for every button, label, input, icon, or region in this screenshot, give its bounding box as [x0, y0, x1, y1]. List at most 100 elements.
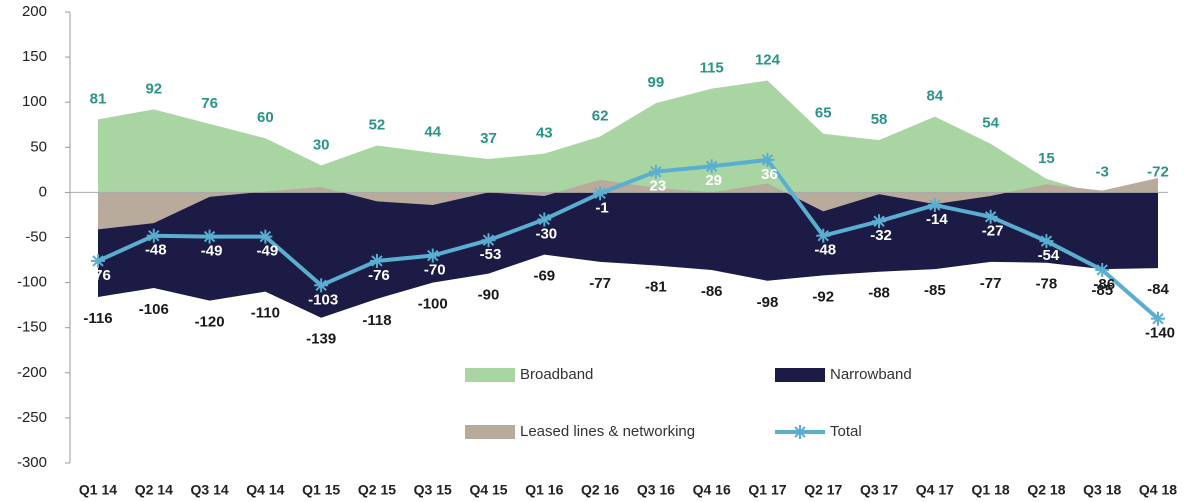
total-label: -32: [870, 227, 892, 244]
x-tick-label: Q4 14: [246, 482, 284, 498]
total-marker: [258, 229, 273, 244]
total-label: -14: [926, 211, 948, 228]
total-marker: [593, 186, 608, 201]
marker-stroke: [482, 234, 495, 246]
broadband-label: 15: [1038, 150, 1055, 167]
narrowband-label: -84: [1147, 281, 1169, 298]
narrowband-label: -106: [139, 301, 169, 318]
total-label: -30: [535, 225, 557, 242]
total-marker: [872, 214, 887, 229]
marker-stroke: [92, 255, 104, 267]
x-tick-label: Q2 18: [1027, 482, 1065, 498]
x-tick-label: Q2 15: [358, 482, 396, 498]
total-label: -76: [89, 267, 111, 284]
broadband-label: 92: [145, 80, 162, 97]
marker-stroke: [371, 255, 383, 267]
total-label: -53: [480, 246, 502, 263]
x-tick-label: Q1 15: [302, 482, 340, 498]
total-label: -1: [595, 199, 608, 216]
marker-stroke: [761, 154, 774, 166]
total-label: -48: [814, 242, 836, 259]
narrowband-label: -120: [195, 314, 225, 331]
legend-swatch: [465, 425, 515, 439]
narrowband-label: -100: [418, 296, 448, 313]
y-tick-label: 50: [30, 138, 47, 155]
narrowband-label: -92: [812, 288, 834, 305]
total-marker: [425, 248, 440, 263]
total-marker: [202, 229, 217, 244]
broadband-label: 44: [424, 124, 441, 141]
y-tick-label: -200: [17, 364, 47, 381]
legend-swatch: [465, 368, 515, 382]
total-marker: [816, 228, 831, 243]
total-label: -54: [1038, 247, 1060, 264]
total-marker: [704, 159, 719, 174]
broadband-label: 54: [982, 115, 999, 132]
x-tick-label: Q3 18: [1083, 482, 1121, 498]
total-marker: [146, 228, 161, 243]
marker-stroke: [794, 426, 806, 438]
legend-label: Narrowband: [830, 366, 912, 383]
marker-stroke: [538, 213, 551, 226]
total-marker: [1039, 234, 1054, 249]
narrowband-label: -110: [251, 305, 280, 322]
broadband-label: 37: [480, 130, 497, 147]
legend-label: Total: [830, 423, 862, 440]
x-tick-label: Q1 14: [79, 482, 117, 498]
total-label: -27: [982, 223, 1004, 240]
total-label: -140: [1145, 325, 1175, 342]
y-tick-label: -50: [25, 228, 47, 245]
total-label: 36: [761, 166, 778, 183]
x-tick-label: Q2 14: [135, 482, 173, 498]
broadband-label: 52: [369, 116, 386, 133]
narrowband-label: -88: [868, 285, 890, 302]
narrowband-label: -139: [306, 331, 336, 348]
y-tick-label: -300: [17, 454, 47, 471]
marker-stroke: [705, 160, 718, 172]
marker-stroke: [315, 279, 327, 292]
total-label: -76: [368, 267, 390, 284]
y-tick-label: 0: [39, 183, 47, 200]
marker-stroke: [984, 211, 997, 223]
total-marker: [481, 233, 496, 248]
total-marker: [648, 164, 663, 179]
y-tick-label: -250: [17, 409, 47, 426]
y-tick-label: 200: [22, 3, 47, 20]
marker-stroke: [427, 249, 439, 262]
y-tick-label: -150: [17, 319, 47, 336]
marker-stroke: [594, 187, 606, 200]
broadband-label: 62: [592, 107, 609, 124]
total-label: -49: [257, 243, 279, 260]
legend-label: Leased lines & networking: [520, 423, 695, 440]
narrowband-label: -85: [924, 282, 946, 299]
narrowband-label: -77: [980, 275, 1002, 292]
y-tick-label: 150: [22, 48, 47, 65]
broadband-label: 58: [871, 111, 888, 128]
broadband-label: 43: [536, 125, 553, 142]
narrowband-label: -98: [757, 294, 779, 311]
marker-stroke: [650, 165, 662, 178]
area: [98, 177, 1158, 230]
y-tick-label: 100: [22, 93, 47, 110]
x-tick-label: Q3 16: [637, 482, 675, 498]
narrowband-label: -81: [645, 278, 667, 295]
total-marker: [537, 212, 552, 227]
x-tick-label: Q4 17: [916, 482, 954, 498]
marker-stroke: [873, 215, 885, 227]
legend-swatch: [775, 368, 825, 382]
total-marker: [927, 198, 942, 213]
narrowband-label: -69: [533, 268, 555, 285]
broadband-label: 30: [313, 136, 330, 153]
area: [98, 80, 1158, 258]
total-marker: [1151, 311, 1165, 326]
marker-stroke: [1152, 312, 1164, 325]
x-tick-label: Q2 16: [581, 482, 619, 498]
total-marker: [369, 253, 384, 268]
marker-stroke: [1040, 235, 1053, 247]
narrowband-label: -86: [701, 283, 723, 300]
x-tick-label: Q1 16: [525, 482, 563, 498]
broadband-label: -3: [1096, 163, 1109, 180]
broadband-label: 124: [755, 52, 781, 69]
total-label: 29: [705, 172, 722, 189]
